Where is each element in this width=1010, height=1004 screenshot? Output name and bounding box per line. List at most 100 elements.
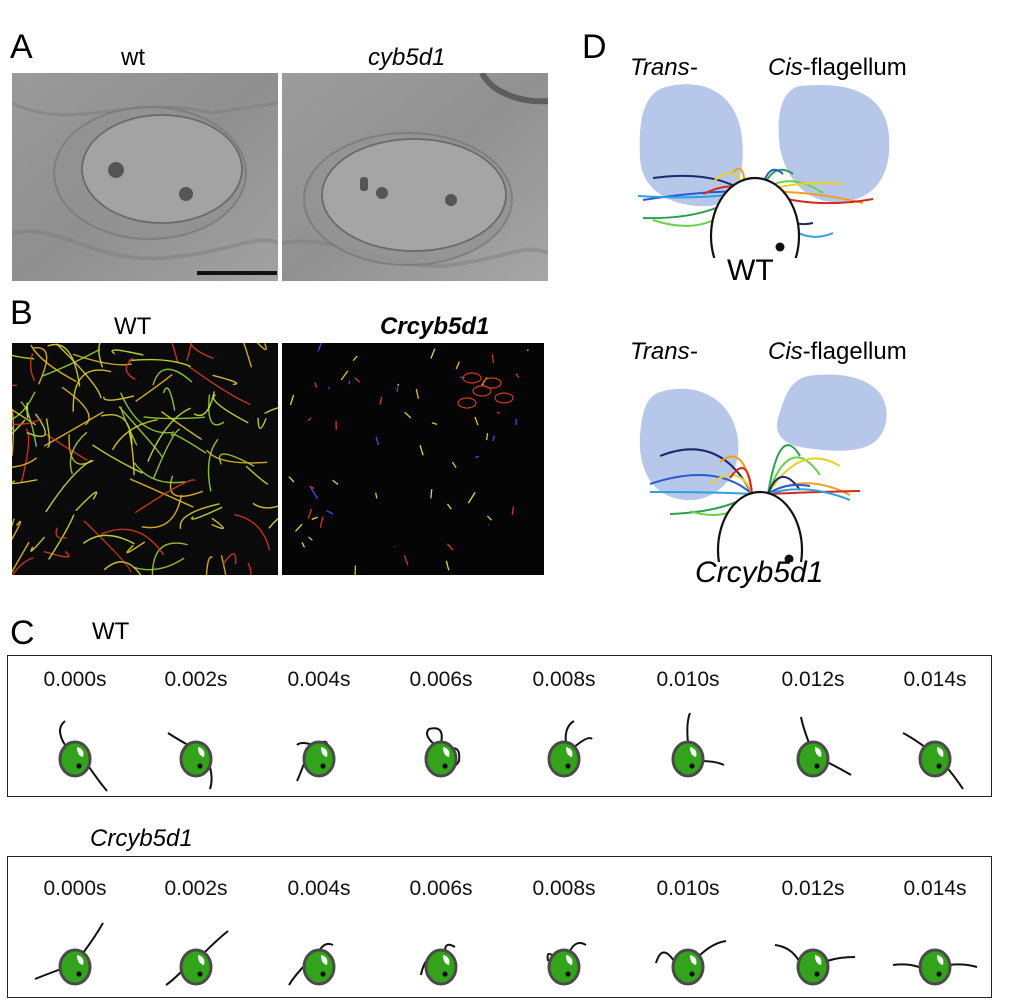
panel-c-letter: C	[10, 614, 35, 652]
swim-track	[482, 377, 502, 389]
wt-beat-sequence: 0.000s 0.002s 0.004s 0.006s 0.008s 0.010s 0.01…	[7, 655, 992, 797]
swim-track	[12, 354, 35, 360]
swim-track	[252, 502, 278, 509]
cell-frame	[165, 930, 229, 986]
swim-track	[26, 413, 46, 438]
time-label: 0.012s	[781, 877, 844, 900]
swim-track	[82, 534, 135, 545]
swim-track	[455, 361, 461, 370]
swim-track	[268, 517, 278, 529]
swim-track	[445, 560, 450, 571]
time-label: 0.006s	[409, 877, 472, 900]
panel-c-row2-label: Crcyb5d1	[90, 825, 193, 852]
swim-track	[125, 357, 136, 380]
swim-track	[42, 348, 101, 377]
swim-track	[515, 373, 520, 379]
time-label: 0.008s	[532, 668, 595, 691]
cell-frame	[774, 944, 856, 986]
time-label: 0.010s	[656, 877, 719, 900]
cell-frame	[671, 712, 725, 778]
swim-track	[310, 487, 319, 500]
panel-a-letter: A	[10, 28, 33, 66]
cell-frame	[424, 727, 461, 778]
time-label: 0.006s	[409, 668, 472, 691]
time-label: 0.012s	[781, 668, 844, 691]
swim-track	[43, 550, 70, 558]
swim-track	[98, 343, 104, 368]
panel-b-left-label: WT	[114, 313, 152, 340]
swim-track	[264, 407, 278, 415]
swim-track	[126, 541, 146, 554]
time-label: 0.002s	[164, 877, 227, 900]
cell-frame	[34, 922, 104, 986]
cell-frame	[546, 942, 587, 986]
tracks-crcyb5d1	[282, 343, 544, 575]
swim-track	[352, 355, 358, 362]
swim-track	[234, 513, 271, 551]
swim-track	[419, 445, 424, 456]
swim-track	[12, 557, 34, 575]
swim-track	[404, 411, 412, 419]
swim-track	[332, 479, 339, 485]
swim-track	[431, 422, 438, 425]
swim-track	[129, 478, 194, 508]
swim-track	[83, 520, 132, 573]
swim-track	[33, 347, 48, 385]
swim-track	[147, 407, 191, 462]
swim-track	[30, 344, 77, 383]
d-bottom-cis-label: Cis-flagellum	[768, 338, 907, 365]
swim-track	[20, 428, 30, 483]
time-label: 0.000s	[43, 877, 106, 900]
swim-track	[118, 406, 163, 457]
swim-track	[496, 411, 500, 414]
swim-track	[319, 516, 324, 528]
time-label: 0.010s	[656, 668, 719, 691]
swim-track	[133, 557, 185, 571]
swim-track	[92, 444, 143, 474]
swim-track	[12, 518, 15, 528]
time-label: 0.000s	[43, 668, 106, 691]
micrograph-cyb5d1	[282, 73, 548, 281]
swim-track	[12, 520, 22, 541]
swim-track	[218, 453, 255, 467]
swim-track	[415, 389, 419, 399]
swim-track	[257, 417, 267, 430]
swim-track	[120, 406, 138, 446]
swim-track	[162, 387, 176, 411]
swim-track	[12, 408, 15, 457]
swim-track	[69, 431, 88, 475]
time-label: 0.014s	[903, 668, 966, 691]
swim-track	[486, 515, 493, 521]
swim-track	[256, 343, 267, 351]
swim-track	[103, 561, 142, 575]
d-bottom-caption: Crcyb5d1	[695, 556, 824, 589]
swim-track	[12, 541, 30, 574]
swim-track	[45, 459, 92, 513]
swim-track	[474, 416, 479, 426]
swim-track	[446, 543, 454, 551]
swim-track	[294, 523, 303, 532]
swim-track	[340, 370, 349, 381]
cell-frame	[296, 740, 336, 782]
swim-track	[75, 491, 98, 512]
cell-frame	[58, 720, 108, 792]
cell-frame	[892, 948, 978, 986]
swim-track	[307, 417, 312, 422]
swim-track	[526, 349, 529, 352]
swim-track	[101, 414, 133, 445]
swim-track	[211, 517, 224, 530]
swim-track	[12, 408, 37, 426]
swim-track	[12, 418, 43, 426]
swim-track	[141, 494, 183, 529]
swim-track	[308, 536, 313, 541]
swim-track	[129, 358, 191, 368]
swim-track	[446, 503, 452, 510]
time-label: 0.008s	[532, 877, 595, 900]
panel-b-right-label: Crcyb5d1	[380, 313, 490, 340]
swim-track	[206, 449, 268, 464]
d-top-cis-label: Cis-flagellum	[768, 54, 907, 81]
swim-track	[103, 395, 135, 401]
swim-track	[314, 382, 318, 388]
swim-track	[133, 462, 186, 484]
swim-track	[193, 391, 215, 417]
